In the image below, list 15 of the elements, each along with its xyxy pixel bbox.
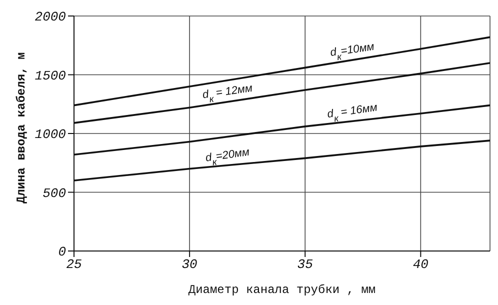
- y-tick-label: 1500: [34, 68, 66, 84]
- text: d$_{к}$ = 16мм: [326, 102, 379, 124]
- y-axis-title: Длина ввода кабеля, м: [14, 52, 28, 204]
- x-tick-label: 40: [412, 257, 429, 272]
- y-tick-label: 1000: [34, 127, 66, 142]
- text: d$_{к}$=10мм: [330, 40, 376, 62]
- text: d$_{к}$=20мм: [204, 146, 251, 168]
- x-axis-title: Диаметр канала трубки , мм: [188, 283, 376, 297]
- y-tick-label: 2000: [34, 10, 66, 25]
- text: d$_{к}$ = 12мм: [202, 82, 254, 104]
- x-tick-label: 25: [66, 257, 82, 272]
- x-tick-label: 35: [297, 257, 314, 272]
- y-tick-label: 0: [58, 244, 66, 260]
- y-tick-label: 500: [42, 186, 66, 201]
- x-tick-label: 30: [182, 257, 198, 272]
